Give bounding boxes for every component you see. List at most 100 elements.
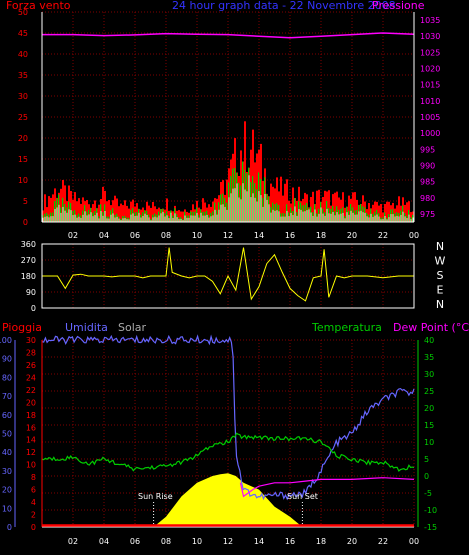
wind-bar — [410, 219, 412, 222]
x-tick-label: 20 — [347, 537, 357, 546]
wind-bar — [348, 214, 350, 222]
temp-tick-label: 10 — [424, 438, 434, 447]
wind-bar — [254, 197, 256, 222]
rain-tick-label: 10 — [26, 461, 36, 470]
x-tick-label: 02 — [68, 231, 78, 240]
wind-bar — [322, 213, 324, 222]
wind-bar — [136, 215, 138, 222]
y-tick-label: 360 — [21, 240, 36, 249]
x-tick-label: 14 — [254, 537, 264, 546]
wind-bar — [378, 216, 380, 222]
wind-bar — [166, 215, 168, 222]
wind-bar — [332, 212, 334, 222]
wind-bar — [188, 217, 190, 222]
x-tick-label: 18 — [316, 231, 326, 240]
wind-bar — [278, 211, 280, 222]
humidity-tick-label: 90 — [2, 355, 12, 364]
dew-point-line — [239, 477, 415, 498]
wind-bar — [216, 214, 218, 222]
humidity-tick-label: 50 — [2, 430, 12, 439]
wind-direction-line — [42, 247, 414, 302]
gust-bar — [226, 179, 228, 222]
wind-bar — [106, 218, 108, 222]
wind-bar — [178, 219, 180, 222]
wind-bar — [206, 214, 208, 222]
wind-bar — [354, 214, 356, 222]
wind-bar — [168, 218, 170, 222]
y-right-tick-label: 1035 — [420, 16, 440, 25]
rain-tick-label: 14 — [26, 436, 36, 445]
wind-bar — [328, 213, 330, 222]
wind-bar — [112, 213, 114, 222]
wind-bar — [274, 210, 276, 222]
gust-bar — [44, 194, 46, 222]
gust-bar — [368, 203, 370, 222]
wind-bar — [330, 213, 332, 222]
humidity-tick-label: 30 — [2, 467, 12, 476]
temp-tick-label: -10 — [424, 506, 437, 515]
rain-tick-label: 6 — [31, 486, 36, 495]
temp-tick-label: 0 — [424, 472, 429, 481]
gust-bar — [72, 199, 74, 222]
temp-tick-label: 30 — [424, 370, 434, 379]
wind-bar — [138, 212, 140, 222]
x-tick-label: 04 — [99, 231, 109, 240]
wind-bar — [60, 212, 62, 222]
wind-bar — [58, 204, 60, 222]
gust-bar — [344, 207, 346, 222]
wind-bar — [224, 206, 226, 222]
wind-bar — [46, 216, 48, 222]
gust-bar — [354, 192, 356, 222]
wind-bar — [96, 212, 98, 222]
wind-bar — [76, 217, 78, 222]
wind-bar — [270, 212, 272, 222]
gust-bar — [348, 195, 350, 222]
temp-tick-label: 25 — [424, 387, 434, 396]
wind-bar — [386, 219, 388, 222]
gust-bar — [296, 200, 298, 222]
sunset-label: Sun Set — [287, 492, 318, 501]
wind-bar — [210, 216, 212, 222]
wind-bar — [110, 214, 112, 222]
temp-tick-label: 5 — [424, 455, 429, 464]
wind-bar — [344, 218, 346, 222]
gust-bar — [74, 192, 76, 222]
gust-bar — [180, 211, 182, 222]
y-left-tick-label: 35 — [18, 71, 28, 80]
rain-tick-label: 16 — [26, 423, 36, 432]
wind-bar — [364, 212, 366, 222]
wind-bar — [394, 216, 396, 222]
wind-bar — [294, 206, 296, 222]
x-tick-label: 10 — [192, 537, 202, 546]
rain-tick-label: 20 — [26, 398, 36, 407]
gust-bar — [106, 201, 108, 222]
wind-bar — [184, 215, 186, 222]
wind-bar — [218, 209, 220, 222]
temp-tick-label: 20 — [424, 404, 434, 413]
gust-bar — [86, 200, 88, 222]
gust-bar — [316, 190, 318, 222]
wind-bar — [54, 209, 56, 222]
x-tick-label: 00 — [409, 537, 419, 546]
x-tick-label: 08 — [161, 231, 171, 240]
gust-bar — [276, 177, 278, 222]
y-left-tick-label: 0 — [23, 218, 28, 227]
rain-tick-label: 8 — [31, 473, 36, 482]
wind-bar — [242, 183, 244, 222]
wind-gust-bars — [42, 121, 414, 222]
y-left-tick-label: 40 — [18, 50, 28, 59]
x-tick-label: 16 — [285, 231, 295, 240]
y-right-tick-label: 1005 — [420, 113, 440, 122]
wind-bar — [304, 211, 306, 222]
x-tick-label: 10 — [192, 231, 202, 240]
wind-bar — [388, 217, 390, 222]
rain-tick-label: 12 — [26, 448, 36, 457]
gust-bar — [114, 195, 116, 222]
gust-bar — [386, 201, 388, 222]
wind-bar — [366, 216, 368, 222]
wind-bar — [256, 201, 258, 222]
wind-bar — [114, 217, 116, 222]
wind-bar — [318, 213, 320, 222]
dew-point-label: Dew Point (°C) — [393, 321, 469, 334]
